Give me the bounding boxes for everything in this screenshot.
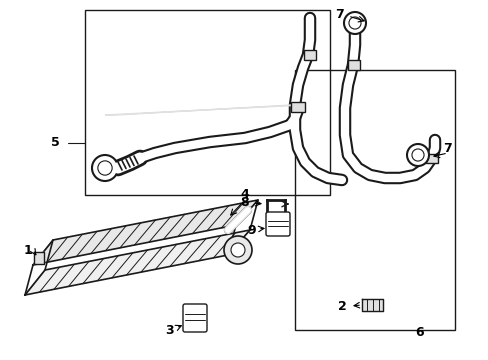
Text: 3: 3 bbox=[165, 324, 174, 337]
Bar bbox=[290, 102, 305, 112]
Text: 1: 1 bbox=[23, 243, 32, 256]
Circle shape bbox=[92, 155, 118, 181]
FancyBboxPatch shape bbox=[183, 304, 206, 332]
Text: 7: 7 bbox=[443, 141, 451, 154]
Bar bbox=[347, 60, 359, 70]
FancyBboxPatch shape bbox=[265, 212, 289, 236]
Text: 8: 8 bbox=[240, 195, 249, 208]
Circle shape bbox=[406, 144, 428, 166]
Text: 2: 2 bbox=[337, 301, 346, 314]
Polygon shape bbox=[34, 252, 44, 264]
Polygon shape bbox=[105, 105, 303, 115]
Circle shape bbox=[343, 12, 365, 34]
Circle shape bbox=[348, 17, 360, 29]
Text: 6: 6 bbox=[415, 325, 424, 338]
Bar bbox=[85, 10, 329, 195]
Circle shape bbox=[230, 243, 244, 257]
Bar bbox=[304, 50, 315, 60]
Bar bbox=[425, 154, 437, 163]
Polygon shape bbox=[33, 200, 258, 265]
Text: 7: 7 bbox=[335, 8, 344, 21]
Polygon shape bbox=[361, 299, 382, 311]
Circle shape bbox=[98, 161, 112, 175]
Circle shape bbox=[224, 236, 251, 264]
Bar bbox=[294, 70, 454, 330]
Circle shape bbox=[411, 149, 423, 161]
Text: 9: 9 bbox=[247, 224, 256, 237]
Text: 4: 4 bbox=[240, 189, 249, 202]
Text: 5: 5 bbox=[51, 136, 59, 149]
Polygon shape bbox=[25, 230, 249, 295]
